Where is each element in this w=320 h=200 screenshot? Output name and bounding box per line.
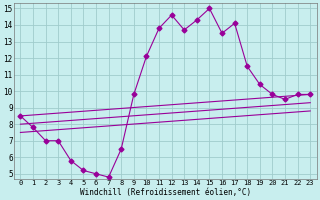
X-axis label: Windchill (Refroidissement éolien,°C): Windchill (Refroidissement éolien,°C) <box>80 188 251 197</box>
